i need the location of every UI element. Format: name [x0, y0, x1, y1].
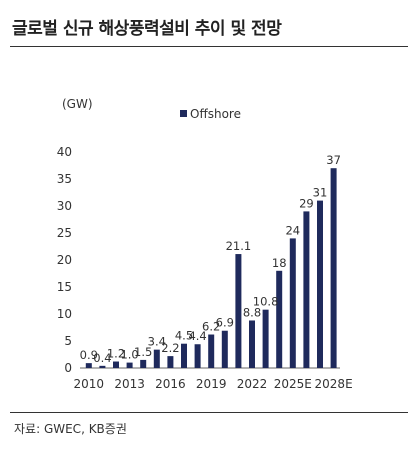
legend-swatch-offshore: [180, 110, 187, 117]
page-title: 글로벌 신규 해상풍력설비 추이 및 전망: [12, 19, 282, 39]
bar-2019: [208, 334, 215, 368]
data-label-2011: 0.4: [93, 351, 111, 365]
bar-2024: [276, 270, 283, 368]
bar-2010: [85, 363, 92, 368]
data-label-2025E: 24: [285, 223, 300, 237]
bar-2018: [194, 344, 201, 368]
bar-2015: [153, 349, 160, 368]
data-label-2023: 10.8: [253, 295, 279, 309]
x-axis-ticks: 2010 2013 2016 2019 2022 2025E 2028E: [74, 377, 353, 391]
x-tick-label-2022: 2022: [237, 377, 268, 391]
bar-2027E: [317, 200, 323, 368]
data-label-2017: 4.5: [175, 329, 193, 343]
bar-2023: [262, 309, 269, 368]
legend-label-offshore: Offshore: [190, 107, 241, 121]
y-tick-label: 15: [57, 280, 72, 294]
y-tick-label: 35: [57, 172, 72, 186]
x-tick-label-2010: 2010: [74, 377, 105, 391]
x-tick-label-2016: 2016: [155, 377, 186, 391]
y-tick-label: 10: [57, 307, 72, 321]
source-note: 자료: GWEC, KB증권: [14, 422, 127, 436]
data-label-2024: 18: [272, 256, 287, 270]
bar-2016: [167, 356, 174, 368]
data-label-2018: 4.4: [188, 329, 206, 343]
y-tick-label: 25: [57, 226, 72, 240]
bar-2026E: [303, 211, 310, 368]
data-label-2012: 1.2: [107, 347, 125, 361]
data-label-2019: 6.2: [202, 320, 220, 334]
y-tick-label: 30: [57, 199, 72, 213]
data-label-2016: 2.2: [161, 341, 179, 355]
x-tick-label-2025E: 2025E: [274, 377, 312, 391]
bars: [85, 168, 337, 368]
y-tick-label: 5: [64, 334, 72, 348]
bar-2013: [126, 362, 133, 368]
offshore-wind-chart: (GW) Offshore 0 5 10 15 20 25 30 35 40 0.90.41.2…: [57, 97, 353, 391]
bar-2021: [235, 254, 242, 368]
data-label-2021: 21.1: [226, 239, 252, 253]
bar-2011: [99, 365, 106, 368]
bar-2014: [140, 359, 147, 368]
bar-2025E: [289, 238, 296, 368]
data-label-2015: 3.4: [148, 335, 166, 349]
bar-2017: [181, 343, 187, 368]
data-label-2027E: 31: [313, 186, 328, 200]
legend: Offshore: [180, 107, 241, 121]
y-axis-unit-label: (GW): [62, 97, 93, 111]
source-divider: [10, 412, 408, 413]
y-tick-label: 0: [64, 361, 72, 375]
data-label-2022: 8.8: [243, 305, 261, 319]
y-axis-ticks: 0 5 10 15 20 25 30 35 40: [57, 145, 72, 375]
data-label-2014: 1.5: [134, 345, 152, 359]
data-label-2020: 6.9: [216, 316, 234, 330]
bar-2028E: [330, 168, 337, 368]
bar-2022: [249, 320, 255, 368]
x-tick-label-2028E: 2028E: [315, 377, 353, 391]
data-label-2026E: 29: [299, 196, 314, 210]
y-tick-label: 40: [57, 145, 72, 159]
data-label-2028E: 37: [326, 153, 341, 167]
bar-2012: [113, 361, 119, 368]
data-label-2013: 1.0: [120, 348, 138, 362]
y-tick-label: 20: [57, 253, 72, 267]
data-label-2010: 0.9: [80, 348, 98, 362]
x-tick-label-2013: 2013: [114, 377, 145, 391]
data-labels: 0.90.41.21.01.53.42.24.54.46.26.9 21.1 8.8…: [80, 153, 341, 365]
bar-2020: [221, 330, 228, 368]
title-divider: [10, 46, 408, 47]
x-tick-label-2019: 2019: [196, 377, 227, 391]
